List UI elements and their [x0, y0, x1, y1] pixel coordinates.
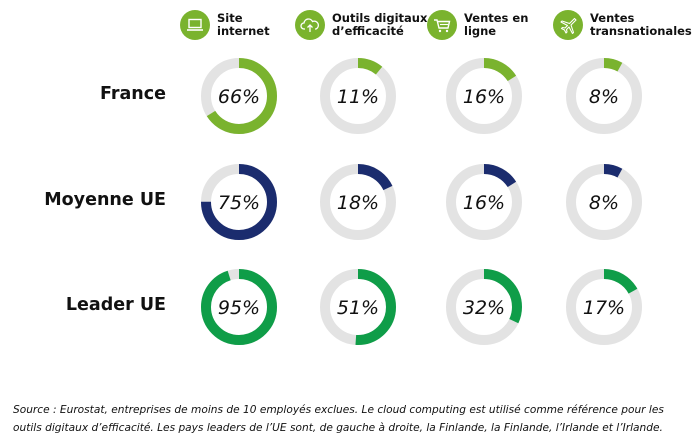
donut: 16%	[446, 58, 522, 134]
donut-value-label: 32%	[463, 297, 505, 319]
donut: 8%	[566, 164, 642, 240]
donut-value-arc	[320, 269, 396, 345]
column-header-ventes-en-ligne: Ventes en ligne	[427, 10, 528, 40]
donut: 95%	[201, 269, 277, 345]
donut-value-arc	[320, 164, 396, 240]
donut: 18%	[320, 164, 396, 240]
donut-value-label: 8%	[589, 86, 619, 108]
donut-value-label: 18%	[337, 192, 379, 214]
source-footnote: Source : Eurostat, entreprises de moins …	[13, 404, 664, 434]
donut: 17%	[566, 269, 642, 345]
donut-value-label: 95%	[218, 297, 260, 319]
shopping-cart-icon	[427, 10, 457, 40]
donut: 66%	[201, 58, 277, 134]
donut-value-label: 8%	[589, 192, 619, 214]
donut-value-label: 16%	[463, 192, 505, 214]
donut: 51%	[320, 269, 396, 345]
donut-grid: 66% 11% 16% 8% 75% 18% 16% 8% 95% 51% 32% 17%	[201, 58, 642, 345]
donut-value-arc	[566, 164, 642, 240]
donut-value-label: 16%	[463, 86, 505, 108]
donut-value-label: 51%	[337, 297, 379, 319]
donut: 16%	[446, 164, 522, 240]
laptop-icon	[180, 10, 210, 40]
donut-value-arc	[320, 58, 396, 134]
cloud-upload-icon	[295, 10, 325, 40]
donut-value-arc	[566, 269, 642, 345]
airplane-icon	[553, 10, 583, 40]
row-label-leader-ue: Leader UE	[65, 295, 166, 315]
donut: 75%	[201, 164, 277, 240]
donut-value-arc	[201, 164, 277, 240]
column-label: Ventes en ligne	[464, 11, 529, 38]
column-label: Outils digitaux d’efficacité	[332, 11, 428, 38]
donut-value-arc	[566, 58, 642, 134]
row-label-moyenne-ue: Moyenne UE	[44, 190, 166, 210]
column-header-ventes-transnationales: Ventes transnationales	[553, 10, 692, 40]
donut-value-label: 11%	[337, 86, 379, 108]
column-header-outils-digitaux: Outils digitaux d’efficacité	[295, 10, 427, 40]
donut: 32%	[446, 269, 522, 345]
donut-value-label: 75%	[218, 192, 260, 214]
donut-value-label: 66%	[218, 86, 260, 108]
donut-value-arc	[446, 269, 522, 345]
column-label: Site internet	[217, 11, 270, 38]
column-label: Ventes transnationales	[590, 11, 692, 38]
row-label-france: France	[100, 84, 166, 104]
donut-value-arc	[446, 164, 522, 240]
donut: 8%	[566, 58, 642, 134]
donut-value-arc	[201, 269, 277, 345]
donut-value-label: 17%	[583, 297, 625, 319]
donut: 11%	[320, 58, 396, 134]
column-header-site-internet: Site internet	[180, 10, 270, 40]
donut-value-arc	[446, 58, 522, 134]
donut-value-arc	[201, 58, 277, 134]
